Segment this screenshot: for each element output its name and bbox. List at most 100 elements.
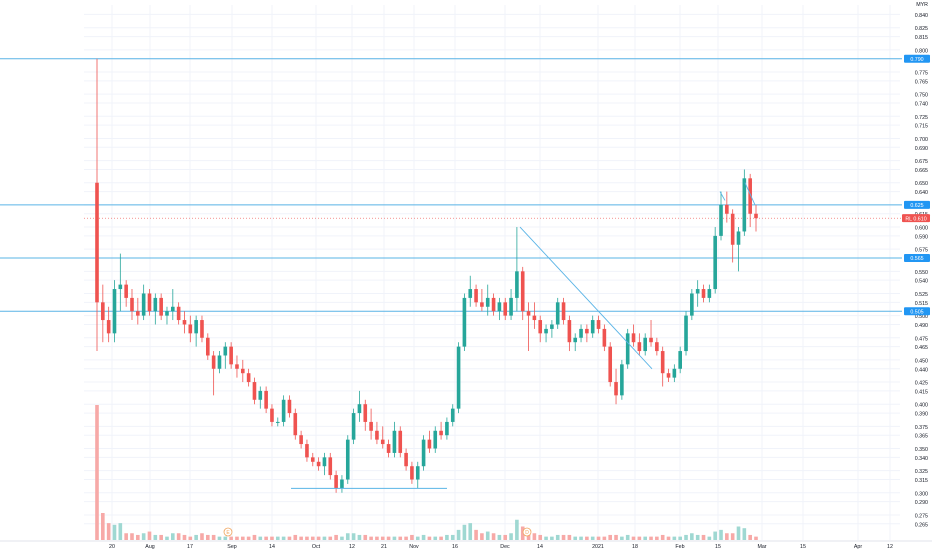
volume-bar: [427, 536, 432, 540]
volume-bar: [480, 533, 484, 540]
small-trend-line[interactable]: [719, 191, 726, 201]
volume-bar: [439, 536, 443, 540]
event-marker[interactable]: [223, 527, 233, 537]
y-tick-label: 0.575: [915, 248, 928, 254]
y-tick-label: 0.500: [915, 314, 928, 320]
y-tick-label: 0.425: [915, 381, 928, 387]
level-layer[interactable]: [0, 58, 902, 312]
volume-bar: [485, 531, 490, 540]
y-tick-label: 0.690: [915, 146, 928, 152]
volume-bar: [555, 534, 560, 540]
volume-bar: [590, 536, 595, 540]
y-tick-label: 0.350: [915, 447, 928, 453]
y-tick-label: 0.475: [915, 336, 928, 342]
volume-bar: [258, 536, 263, 540]
volume-bar: [503, 534, 508, 540]
volume-bar: [421, 534, 426, 540]
candle-body: [707, 289, 712, 298]
x-tick-label: 12: [887, 544, 893, 550]
y-tick-label: 0.765: [915, 79, 928, 85]
candle-body: [316, 461, 321, 467]
candle-body: [398, 430, 403, 453]
level-price-badge: [904, 307, 930, 316]
volume-bar: [754, 536, 758, 540]
y-tick-label: 0.590: [915, 234, 928, 240]
volume-bar: [655, 536, 659, 540]
volume-bar: [118, 523, 123, 540]
volume-bar: [305, 536, 309, 540]
candle-body: [229, 346, 233, 365]
candle-body: [246, 373, 251, 383]
y-tick-label: 0.750: [915, 93, 928, 99]
x-tick-label: 18: [632, 544, 638, 550]
candle-body: [620, 364, 624, 396]
candle-body: [223, 346, 228, 356]
trend-line[interactable]: [519, 226, 653, 370]
x-tick-label: Feb: [675, 544, 684, 550]
candle-body: [526, 311, 531, 316]
candle-body: [147, 293, 152, 312]
candle-body: [561, 302, 566, 321]
volume-bar: [200, 533, 204, 540]
volume-bar: [579, 536, 583, 540]
volume-bar: [188, 536, 193, 540]
small-trend-line[interactable]: [744, 182, 756, 206]
candle-body: [684, 315, 688, 352]
candle-body: [596, 320, 601, 329]
y-tick-label: 0.340: [915, 456, 928, 462]
volume-bar: [147, 531, 152, 540]
volume-bar: [585, 536, 589, 540]
candle-body: [637, 342, 642, 352]
volume-bar: [713, 531, 717, 540]
candle-body: [421, 439, 426, 467]
volume-bar: [246, 536, 251, 540]
currency-label: MYR: [916, 2, 928, 8]
volume-bar: [235, 536, 239, 540]
candle-body: [515, 271, 519, 298]
candle-body: [480, 302, 484, 307]
volume-bar: [375, 536, 379, 540]
y-tick-label: 0.775: [915, 71, 928, 77]
candle-body: [106, 320, 111, 334]
candle-body: [322, 457, 327, 467]
candle-body: [392, 430, 397, 453]
y-tick-label: 0.465: [915, 345, 928, 351]
candle-body: [748, 178, 752, 214]
candle-body: [450, 408, 455, 422]
y-tick-label: 0.740: [915, 102, 928, 108]
x-tick-label: 21: [381, 544, 387, 550]
last-price-text: RL 0.610: [905, 216, 926, 222]
y-tick-label: 0.300: [915, 491, 928, 497]
x-tick-label: 2021: [592, 544, 604, 550]
candle-body: [754, 213, 758, 219]
y-tick-label: 0.825: [915, 26, 928, 32]
y-tick-label: 0.315: [915, 478, 928, 484]
x-tick-label: 15: [800, 544, 806, 550]
volume-bar: [631, 536, 636, 540]
volume-bar: [299, 536, 303, 540]
volume-bar: [141, 533, 146, 540]
candle-body: [130, 297, 134, 312]
volume-bar: [176, 533, 181, 540]
x-tick-label: Sep: [227, 544, 236, 550]
volume-bar: [369, 536, 373, 540]
volume-bar: [281, 536, 286, 540]
volume-bar: [351, 533, 356, 540]
event-marker[interactable]: [522, 527, 532, 537]
candle-body: [631, 333, 636, 343]
y-tick-label: 0.840: [915, 13, 928, 19]
y-tick-label: 0.325: [915, 469, 928, 475]
volume-bar: [445, 534, 449, 540]
candle-body: [194, 320, 198, 334]
y-tick-label: 0.725: [915, 115, 928, 121]
candle-body: [672, 368, 677, 378]
volume-bar: [701, 534, 706, 540]
y-tick-label: 0.700: [915, 137, 928, 143]
x-tick-label: 15: [715, 544, 721, 550]
y-tick-label: 0.275: [915, 513, 928, 519]
volume-bar: [707, 536, 712, 540]
volume-bar: [363, 534, 368, 540]
